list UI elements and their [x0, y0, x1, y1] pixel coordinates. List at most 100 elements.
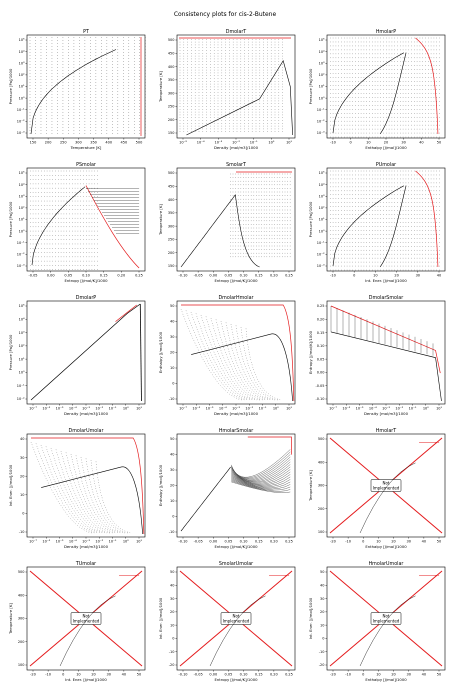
- saturation-curve: [180, 466, 231, 532]
- x-tick-label: 10⁻³: [214, 141, 222, 145]
- isoline: [231, 471, 291, 485]
- phase-boundary: [415, 37, 439, 135]
- y-tick-label: 30: [170, 468, 174, 472]
- y-tick-label: 250: [168, 238, 175, 242]
- y-tick-label: 10¹: [19, 218, 25, 222]
- x-tick-label: 0.05: [225, 274, 233, 278]
- x-tick-label: 150: [30, 141, 37, 145]
- x-axis-label: Entropy [J/mol/K]/1000: [214, 278, 258, 283]
- x-tick-label: 0.00: [209, 274, 217, 278]
- y-axis-label: Pressure [Pa]/1000: [308, 201, 313, 237]
- y-tick-label: 10⁻²: [17, 120, 25, 124]
- subplot-title: PSmolar: [76, 162, 96, 168]
- y-tick-label: 0.20: [317, 317, 325, 321]
- subplot-DmolarSmolar: DmolarSmolar 10⁻⁷ 10⁻⁶ 10⁻⁵ 10⁻⁴ 10⁻³ 10⁻² 10⁻¹…: [308, 295, 446, 416]
- phase-boundary: [330, 305, 441, 374]
- y-tick-label: 30: [170, 597, 174, 601]
- x-axis-label: Entropy [J/mol/K]/1000: [214, 677, 258, 682]
- y-tick-label: 10³: [319, 194, 325, 198]
- y-tick-label: 50: [170, 437, 174, 441]
- plot-frame: [26, 167, 146, 272]
- y-tick-label: 500: [168, 38, 175, 42]
- y-axis-label: Pressure [Pa]/1000: [8, 334, 13, 370]
- y-axis-label: Temperature [K]: [158, 204, 163, 236]
- y-tick-label: 10⁻²: [17, 397, 25, 401]
- isoline: [59, 595, 116, 667]
- x-tick-label: 10⁻¹: [409, 407, 417, 411]
- isoline: [231, 481, 291, 493]
- x-tick-label: 50: [137, 673, 141, 677]
- plot-area: [176, 433, 296, 538]
- x-tick-label: 10⁰: [268, 141, 274, 145]
- y-tick-label: 400: [168, 65, 175, 69]
- x-tick-label: 0.10: [240, 673, 248, 677]
- y-tick-label: 10³: [19, 61, 25, 65]
- plot-area: [26, 167, 146, 272]
- y-tick-label: 300: [168, 224, 175, 228]
- isoline: [231, 451, 291, 479]
- x-tick-label: 0.20: [117, 274, 125, 278]
- isoline: [55, 449, 107, 534]
- x-tick-label: 10⁻⁶: [42, 540, 50, 544]
- y-tick-label: 10: [170, 499, 174, 503]
- not-implemented-box: [70, 612, 102, 625]
- isoline: [40, 444, 98, 534]
- isoline: [209, 595, 266, 667]
- y-tick-label: 0: [172, 382, 174, 386]
- subplot-DmolarUmolar: DmolarUmolar 10⁻⁷ 10⁻⁶ 10⁻⁵ 10⁻⁴ 10⁻³ 10⁻² 10⁻¹…: [8, 428, 146, 549]
- x-tick-label: 0: [362, 540, 364, 544]
- x-tick-label: 50: [437, 673, 441, 677]
- y-tick-label: -0.10: [315, 397, 324, 401]
- isoline: [359, 462, 416, 534]
- subplot-SmolarT: SmolarT -0.10 -0.05 0.00 0.05 0.10 0.15 0.20 0.2…: [158, 162, 296, 283]
- x-tick-label: 0.15: [255, 274, 263, 278]
- y-tick-label: 500: [168, 171, 175, 175]
- x-tick-label: 10⁻⁶: [42, 407, 50, 411]
- x-tick-label: 40: [422, 673, 426, 677]
- x-tick-label: 10¹: [136, 540, 142, 544]
- y-tick-label: 10⁻²: [317, 120, 325, 124]
- y-tick-label: 10⁴: [319, 183, 325, 187]
- x-tick-label: 0.25: [285, 540, 293, 544]
- y-tick-label: 40: [170, 320, 174, 324]
- isoline: [80, 456, 122, 534]
- isoline: [70, 453, 116, 534]
- x-tick-label: 10⁻³: [82, 407, 90, 411]
- y-tick-label: 40: [320, 583, 324, 587]
- subplot-title: SmolarUmolar: [219, 561, 253, 567]
- y-tick-label: 250: [168, 105, 175, 109]
- y-tick-label: 10¹: [319, 85, 325, 89]
- y-tick-label: 20: [170, 484, 174, 488]
- y-tick-label: 10⁵: [19, 38, 25, 42]
- isoline: [60, 450, 110, 534]
- y-tick-label: 100: [18, 663, 25, 667]
- x-tick-label: 0: [350, 141, 352, 145]
- y-tick-label: 10⁰: [19, 371, 25, 375]
- plot-frame: [326, 167, 446, 272]
- x-tick-label: 10⁰: [123, 540, 129, 544]
- x-tick-label: 30: [401, 141, 405, 145]
- y-axis-label: Int. Ener. [J/mol]/1000: [158, 597, 163, 639]
- x-tick-label: 0.05: [225, 673, 233, 677]
- y-tick-label: 100: [318, 530, 325, 534]
- y-tick-label: 300: [318, 484, 325, 488]
- isoline: [195, 313, 251, 401]
- x-tick-label: -10: [345, 673, 351, 677]
- plot-area: [26, 300, 146, 405]
- y-tick-label: -20: [169, 663, 175, 667]
- x-axis-label: Enthalpy [J/mol]/1000: [365, 677, 407, 682]
- y-tick-label: 350: [168, 78, 175, 82]
- isoline: [85, 458, 125, 534]
- subplot-title: SmolarT: [226, 162, 246, 168]
- plot-area: [326, 300, 446, 405]
- y-tick-label: 30: [170, 335, 174, 339]
- phase-boundary: [247, 436, 292, 455]
- not-implemented-text: Implemented: [223, 619, 250, 624]
- y-tick-label: 20: [170, 351, 174, 355]
- x-tick-label: 10¹: [436, 407, 442, 411]
- isoline: [35, 443, 95, 534]
- x-tick-label: 450: [121, 141, 128, 145]
- phase-boundary: [85, 185, 140, 269]
